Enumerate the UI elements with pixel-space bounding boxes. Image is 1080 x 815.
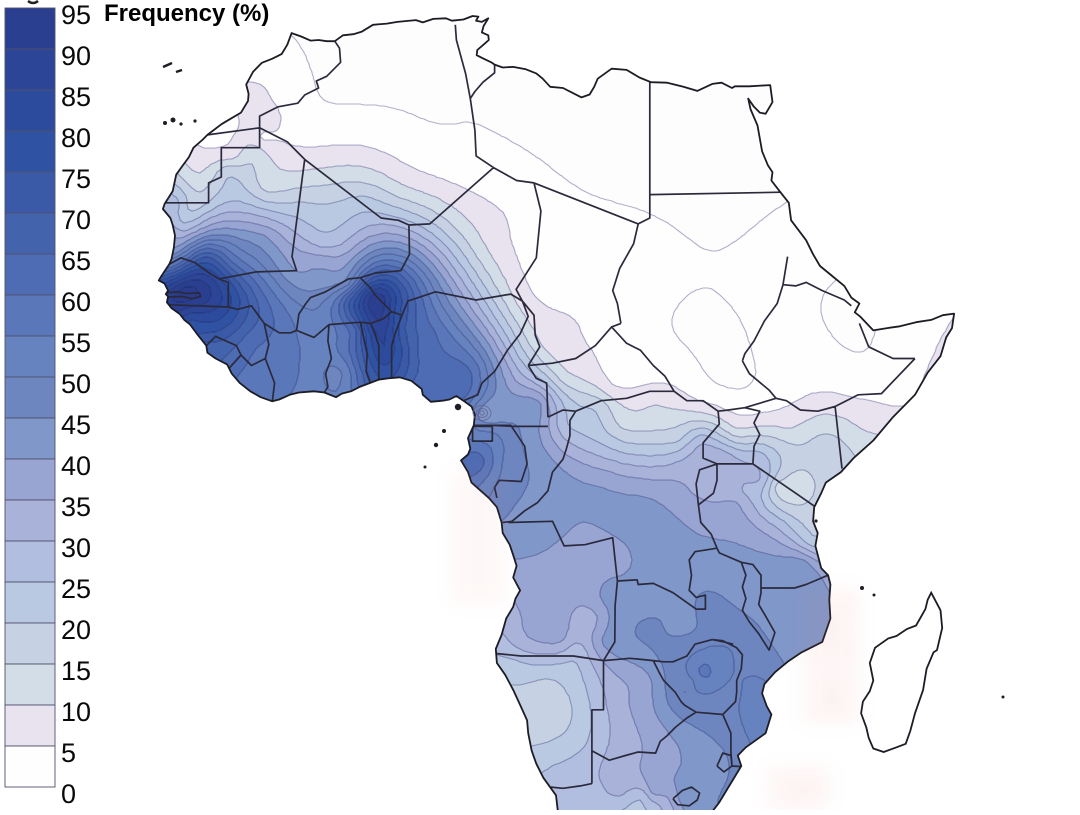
svg-text:20: 20 [61, 615, 91, 645]
svg-text:30: 30 [61, 533, 91, 563]
svg-text:55: 55 [61, 328, 91, 358]
svg-text:90: 90 [61, 41, 91, 71]
svg-text:80: 80 [61, 123, 91, 153]
svg-text:65: 65 [61, 246, 91, 276]
svg-text:95: 95 [61, 0, 91, 30]
svg-text:60: 60 [61, 287, 91, 317]
svg-text:0: 0 [61, 779, 76, 809]
svg-text:Frequency (%): Frequency (%) [104, 0, 269, 27]
svg-text:70: 70 [61, 205, 91, 235]
svg-text:45: 45 [61, 410, 91, 440]
svg-text:35: 35 [61, 492, 91, 522]
svg-text:10: 10 [61, 697, 91, 727]
svg-text:50: 50 [61, 369, 91, 399]
svg-text:25: 25 [61, 574, 91, 604]
svg-text:85: 85 [61, 82, 91, 112]
svg-text:75: 75 [61, 164, 91, 194]
svg-text:15: 15 [61, 656, 91, 686]
svg-text:5: 5 [61, 738, 76, 768]
svg-text:40: 40 [61, 451, 91, 481]
